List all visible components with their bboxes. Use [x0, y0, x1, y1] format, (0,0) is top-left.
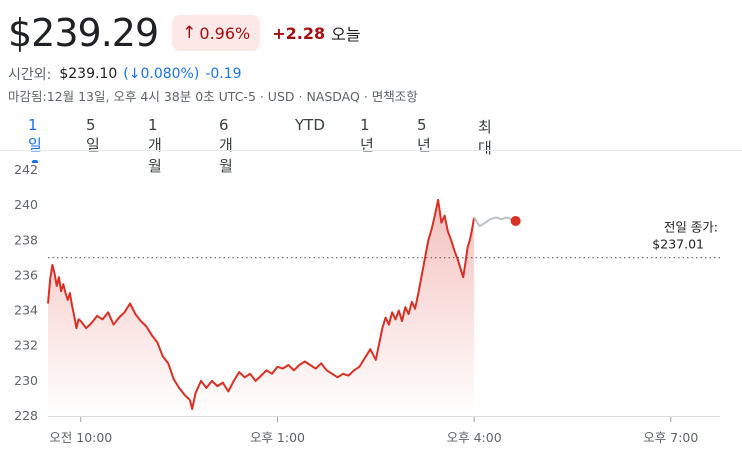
- change-period: 오늘: [331, 25, 361, 44]
- y-axis: 228 230 232 234 236 238 240 242: [14, 162, 38, 423]
- y-tick-label: 230: [14, 373, 38, 388]
- tab-1d[interactable]: 1일: [24, 116, 46, 163]
- price-area-fill: [48, 199, 475, 416]
- x-tick-label: 오후 1:00: [250, 430, 305, 445]
- y-tick-label: 236: [14, 267, 38, 282]
- tab-max[interactable]: 최대: [478, 118, 492, 157]
- tab-5y[interactable]: 5년: [417, 116, 431, 154]
- market-status-meta: 마감됨:12월 13일, 오후 4시 38분 0초 UTC-5 · USD · …: [8, 89, 418, 104]
- y-tick-label: 240: [14, 197, 38, 212]
- after-hours-row: 시간외: $239.10 (↓0.080%) -0.19: [8, 64, 242, 84]
- change-percent-badge: ↑ 0.96%: [172, 15, 261, 51]
- previous-close-value: $237.01: [652, 237, 704, 252]
- change-absolute: +2.28: [272, 23, 326, 43]
- after-hours-price: $239.10: [59, 66, 118, 82]
- y-tick-label: 234: [14, 303, 38, 318]
- y-tick-label: 238: [14, 232, 38, 247]
- previous-close-label: 전일 종가:: [664, 220, 718, 235]
- tab-6m[interactable]: 6개월: [219, 116, 233, 175]
- after-hours-label: 시간외:: [8, 67, 52, 83]
- tab-5d[interactable]: 5일: [86, 116, 100, 154]
- price-line-regular: [47, 198, 476, 410]
- last-price-dot: [510, 215, 521, 226]
- y-tick-label: 242: [14, 162, 38, 177]
- x-tick-label: 오후 7:00: [643, 430, 698, 445]
- after-hours-percent: (↓0.080%): [123, 66, 200, 82]
- current-price: $239.29: [8, 11, 159, 55]
- x-axis: 오전 10:00 오후 1:00 오후 4:00 오후 7:00: [49, 416, 698, 445]
- x-tick-label: 오후 4:00: [447, 430, 502, 445]
- arrow-up-icon: ↑: [182, 23, 197, 43]
- tab-1y[interactable]: 1년: [360, 116, 374, 154]
- price-line-after-hours: [473, 216, 517, 228]
- x-tick-label: 오전 10:00: [49, 430, 112, 445]
- after-hours-change: -0.19: [205, 66, 242, 82]
- tab-ytd[interactable]: YTD: [295, 116, 325, 134]
- quote-header: $239.29 ↑ 0.96% +2.28 오늘: [8, 8, 361, 58]
- tabs-divider: [0, 150, 742, 151]
- tab-1m[interactable]: 1개월: [148, 116, 162, 175]
- y-tick-label: 228: [14, 408, 38, 423]
- change-percent: 0.96%: [199, 23, 251, 43]
- y-tick-label: 232: [14, 338, 38, 353]
